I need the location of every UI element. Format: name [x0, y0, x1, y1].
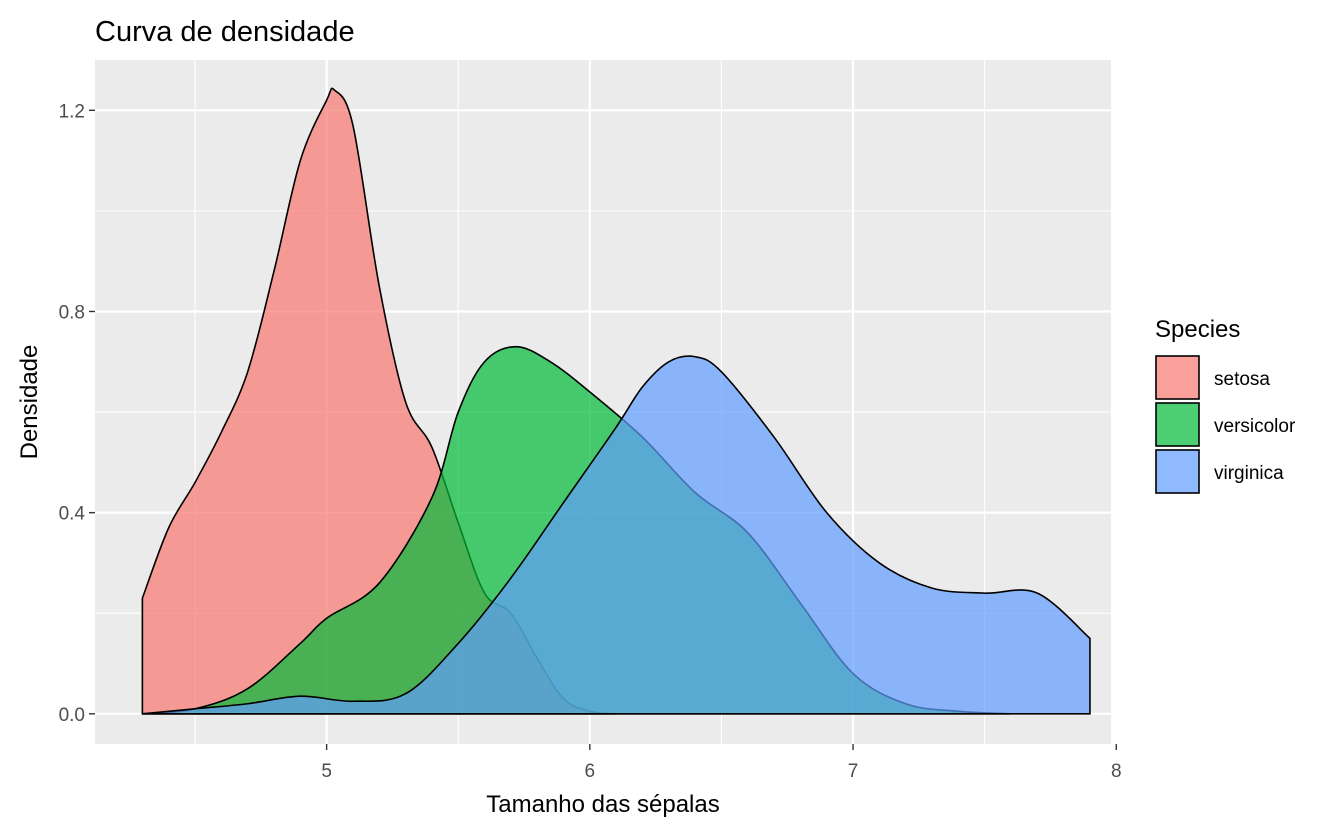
- legend-label-virginica: virginica: [1214, 463, 1284, 484]
- y-tick-label: 0.8: [59, 302, 85, 323]
- x-tick-label: 6: [585, 761, 596, 782]
- y-axis-title: Densidade: [16, 345, 43, 460]
- legend-key-versicolor: [1155, 402, 1200, 447]
- y-tick-label: 0.4: [59, 504, 86, 525]
- x-tick-label: 7: [848, 761, 859, 782]
- y-tick-label: 1.2: [59, 101, 85, 122]
- legend-label-setosa: setosa: [1214, 369, 1270, 390]
- density-area-virginica: [142, 355, 1091, 715]
- chart-title: Curva de densidade: [95, 16, 355, 48]
- x-axis-title: Tamanho das sépalas: [486, 791, 719, 818]
- legend: Species setosa versicolor virginica: [1155, 316, 1296, 494]
- x-tick-label: 8: [1111, 761, 1122, 782]
- x-axis-ticks: 5 6 7 8: [321, 744, 1122, 782]
- legend-key-setosa: [1155, 355, 1200, 400]
- density-areas: [141, 87, 1091, 715]
- legend-label-versicolor: versicolor: [1214, 416, 1296, 437]
- legend-key-virginica: [1155, 449, 1200, 494]
- y-axis-ticks: 0.0 0.4 0.8 1.2: [59, 101, 95, 726]
- x-tick-label: 5: [321, 761, 332, 782]
- y-tick-label: 0.0: [59, 705, 85, 726]
- legend-title: Species: [1155, 316, 1240, 343]
